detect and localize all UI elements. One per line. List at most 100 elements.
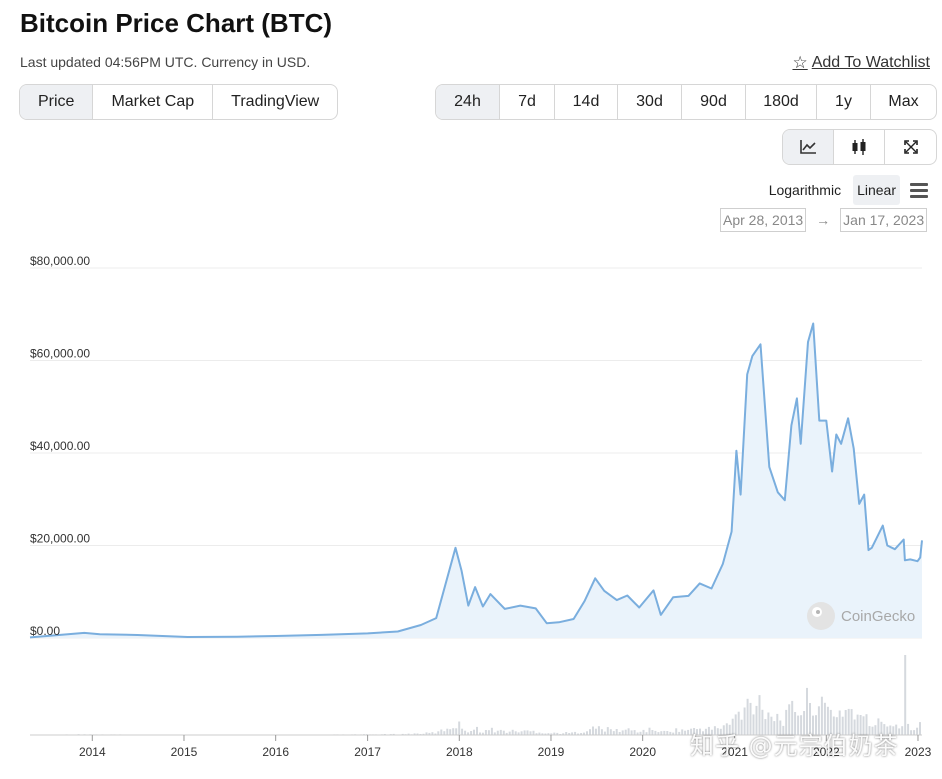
volume-bar <box>660 731 663 735</box>
x-tick-label: 2016 <box>262 745 289 759</box>
x-tick-label: 2021 <box>721 745 748 759</box>
volume-bar <box>862 716 865 735</box>
volume-bar <box>461 728 464 735</box>
chart-tabs: Price Market Cap TradingView <box>19 84 339 120</box>
volume-bar <box>883 724 886 735</box>
volume-bar <box>832 716 835 735</box>
volume-bar <box>481 732 484 735</box>
volume-bar <box>764 719 767 735</box>
volume-bar <box>690 728 693 735</box>
volume-bar <box>758 695 761 735</box>
volume-bar <box>806 687 808 735</box>
candlestick-icon <box>852 139 866 155</box>
volume-bar <box>785 709 788 735</box>
tab-market-cap[interactable]: Market Cap <box>93 85 214 119</box>
candlestick-button[interactable] <box>834 130 885 164</box>
volume-bar <box>800 715 803 735</box>
date-from-input[interactable]: Apr 28, 2013 <box>720 208 807 232</box>
volume-bar <box>916 727 919 735</box>
volume-bar <box>829 709 832 735</box>
volume-bar <box>535 733 538 735</box>
volume-bar <box>803 711 806 735</box>
line-chart-button[interactable] <box>783 130 834 164</box>
volume-bar <box>907 723 910 735</box>
volume-bar <box>624 729 627 735</box>
volume-bar <box>493 732 496 735</box>
arrow-right-icon: → <box>816 212 831 228</box>
volume-bar <box>693 728 696 735</box>
volume-bar <box>770 716 773 735</box>
volume-bar <box>627 728 630 735</box>
volume-bar <box>443 731 446 735</box>
volume-bar <box>913 730 916 735</box>
volume-bar <box>779 720 782 735</box>
volume-bar <box>544 733 547 735</box>
logarithmic-option[interactable]: Logarithmic <box>768 182 842 198</box>
last-updated-text: Last updated 04:56PM UTC. Currency in US… <box>20 54 311 70</box>
volume-bar <box>467 732 470 735</box>
price-area <box>30 323 922 638</box>
price-chart[interactable]: $0.00 $20,000.00 $40,000.00 $60,000.00 $80,0… <box>0 240 942 770</box>
volume-bar <box>654 730 657 735</box>
volume-bar <box>648 727 651 735</box>
fullscreen-button[interactable] <box>885 130 936 164</box>
tab-tradingview[interactable]: TradingView <box>231 93 320 110</box>
range-14d-button[interactable]: 14d <box>555 85 618 119</box>
volume-bar <box>767 712 770 735</box>
range-7d-button[interactable]: 7d <box>500 85 555 119</box>
x-tick-label: 2020 <box>629 745 656 759</box>
volume-bar <box>728 724 731 735</box>
x-tick-label: 2018 <box>446 745 473 759</box>
volume-bar <box>401 733 404 735</box>
volume-bar <box>841 716 844 735</box>
volume-bar <box>791 700 794 735</box>
volume-bar <box>710 729 713 735</box>
volume-bar <box>562 733 565 735</box>
volume-bar <box>702 731 704 735</box>
volume-bar <box>392 733 395 735</box>
x-tick-label: 2014 <box>79 745 106 759</box>
volume-bar <box>886 726 889 735</box>
add-to-watchlist-link[interactable]: ☆ Add To Watchlist <box>792 53 930 73</box>
page-title: Bitcoin Price Chart (BTC) <box>20 8 333 38</box>
volume-bar <box>734 714 737 735</box>
volume-bar <box>835 717 838 735</box>
time-range-selector: 24h 7d 14d 30d 90d 180d 1y Max <box>435 84 937 120</box>
x-tick-label: 2015 <box>171 745 198 759</box>
x-tick-label: 2017 <box>354 745 381 759</box>
range-24h-button[interactable]: 24h <box>436 85 500 119</box>
volume-bar <box>487 730 490 735</box>
volume-bar <box>523 730 526 735</box>
volume-bar <box>499 729 502 735</box>
date-to-input[interactable]: Jan 17, 2023 <box>840 208 928 232</box>
volume-bar <box>550 733 553 735</box>
volume-bar <box>532 730 535 735</box>
menu-icon[interactable] <box>910 180 928 201</box>
volume-bar <box>473 729 475 735</box>
volume-bar <box>838 710 841 735</box>
linear-option[interactable]: Linear <box>853 175 900 205</box>
tab-price[interactable]: Price <box>20 85 94 119</box>
range-1y-button[interactable]: 1y <box>817 85 871 119</box>
volume-bar <box>517 732 520 735</box>
date-range: Apr 28, 2013 → Jan 17, 2023 <box>720 208 928 232</box>
range-30d-button[interactable]: 30d <box>618 85 682 119</box>
range-180d-button[interactable]: 180d <box>746 85 817 119</box>
volume-bar <box>458 721 461 735</box>
volume-bar <box>422 733 425 735</box>
volume-bar <box>743 707 746 735</box>
volume-bar <box>847 708 850 735</box>
volume-bar <box>615 729 618 735</box>
volume-bar <box>479 732 481 735</box>
volume-bar <box>526 730 529 735</box>
range-90d-button[interactable]: 90d <box>682 85 746 119</box>
star-icon: ☆ <box>792 53 808 72</box>
volume-bar <box>440 729 443 735</box>
volume-bar <box>919 722 921 735</box>
volume-bar <box>868 726 871 735</box>
range-max-button[interactable]: Max <box>888 93 919 110</box>
volume-bar <box>583 732 585 735</box>
volume-bar <box>794 712 797 735</box>
volume-bar <box>788 704 791 735</box>
volume-bar <box>455 728 458 735</box>
